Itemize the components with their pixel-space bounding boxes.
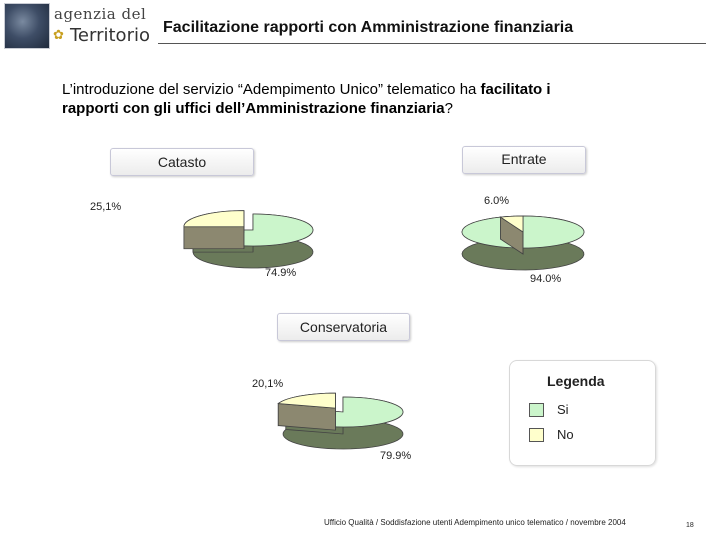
question-bold-2: rapporti con gli uffici dell’Amministraz…	[62, 100, 445, 117]
legend: Legenda Si No	[509, 360, 656, 466]
pie-chart-conservatoria: 79.9% 20,1%	[252, 378, 411, 462]
legend-swatch-no	[529, 428, 544, 442]
label-no-pct: 6.0%	[484, 195, 509, 207]
logo-text-line1: agenzia del	[54, 5, 147, 23]
label-si-pct: 94.0%	[530, 273, 561, 285]
footer-text: Ufficio Qualità / Soddisfazione utenti A…	[324, 518, 626, 527]
label-si-pct: 79.9%	[380, 450, 411, 462]
label-no-pct: 25,1%	[90, 201, 121, 213]
chart-title-catasto: Catasto	[110, 148, 254, 176]
satellite-map-image	[4, 3, 50, 49]
chart-title-entrate: Entrate	[462, 146, 586, 174]
title-underline	[158, 43, 706, 44]
legend-label-no: No	[557, 427, 574, 442]
legend-swatch-si	[529, 403, 544, 417]
logo-text-line2: Territorio	[70, 25, 150, 46]
slice-no-cut	[183, 226, 245, 250]
logo-emblem-icon: ✿	[53, 27, 64, 42]
agency-logo: agenzia del ✿ Territorio	[4, 3, 150, 49]
pie-chart-catasto: 74.9% 25,1%	[90, 201, 314, 279]
legend-title: Legenda	[547, 373, 605, 389]
slice-no	[183, 210, 245, 228]
slice-no	[499, 215, 524, 233]
question-text-1: L’introduzione del servizio “Adempimento…	[62, 81, 481, 98]
question-bold-1: facilitato i	[480, 81, 551, 98]
question-end: ?	[444, 100, 453, 117]
page-number: 18	[686, 522, 694, 529]
pie-chart-entrate: 94.0% 6.0%	[461, 195, 585, 285]
legend-label-si: Si	[557, 402, 569, 417]
survey-question: L’introduzione del servizio “Adempimento…	[62, 80, 622, 118]
slice-no	[277, 392, 336, 409]
label-si-pct: 74.9%	[265, 267, 296, 279]
label-no-pct: 20,1%	[252, 378, 283, 390]
chart-title-conservatoria: Conservatoria	[277, 313, 410, 341]
slide-title: Facilitazione rapporti con Amministrazio…	[163, 19, 574, 36]
